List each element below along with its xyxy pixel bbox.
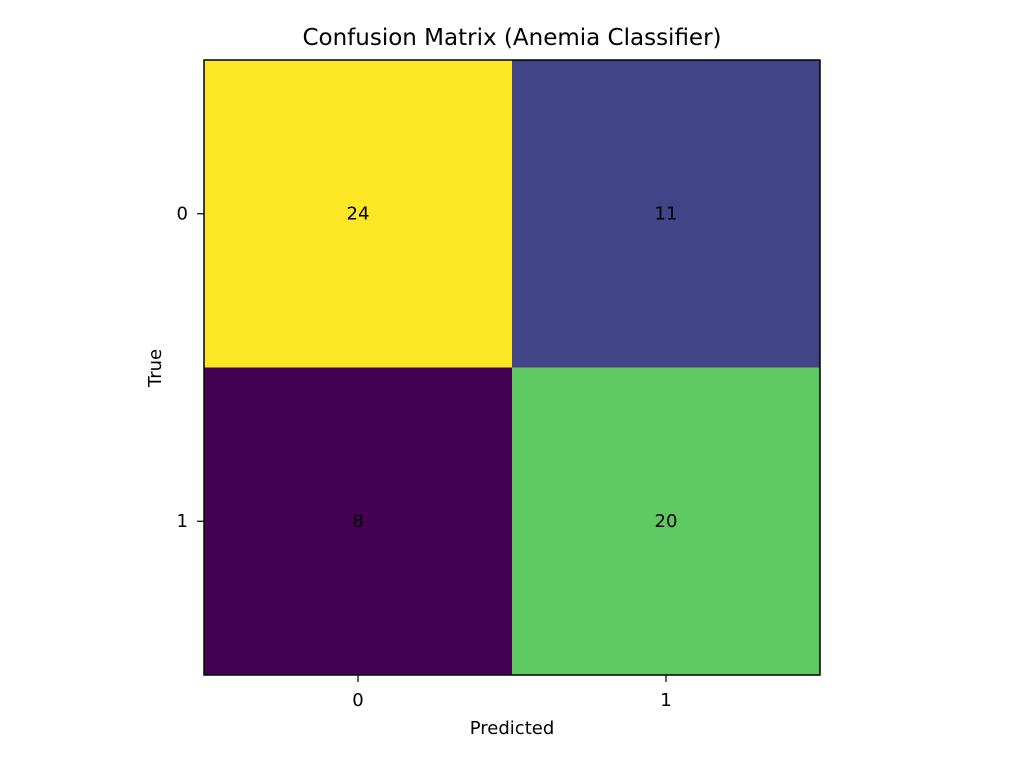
y-tick-label-1: 1 — [177, 511, 188, 532]
x-axis-label: Predicted — [470, 718, 555, 739]
x-tick-label-1: 1 — [660, 690, 671, 711]
heatmap-cell-1-1 — [512, 367, 821, 676]
heatmap-cells — [204, 60, 821, 676]
y-axis-ticks: 01 — [177, 203, 204, 532]
chart-title: Confusion Matrix (Anemia Classifier) — [302, 25, 721, 51]
heatmap-cell-0-0 — [204, 60, 513, 368]
heatmap-cell-0-1 — [512, 60, 821, 368]
y-tick-label-0: 0 — [177, 203, 188, 224]
heatmap-cell-1-0 — [204, 367, 513, 676]
x-tick-label-0: 0 — [352, 690, 363, 711]
y-axis-label: True — [145, 349, 166, 388]
cell-value-label-0-0: 24 — [347, 203, 370, 224]
cell-value-label-0-1: 11 — [655, 203, 678, 224]
cell-value-labels: 24 11 8 20 — [347, 203, 678, 532]
plot-frame — [203, 59, 821, 676]
cell-value-label-1-1: 20 — [655, 511, 678, 532]
cell-value-label-1-0: 8 — [352, 511, 363, 532]
